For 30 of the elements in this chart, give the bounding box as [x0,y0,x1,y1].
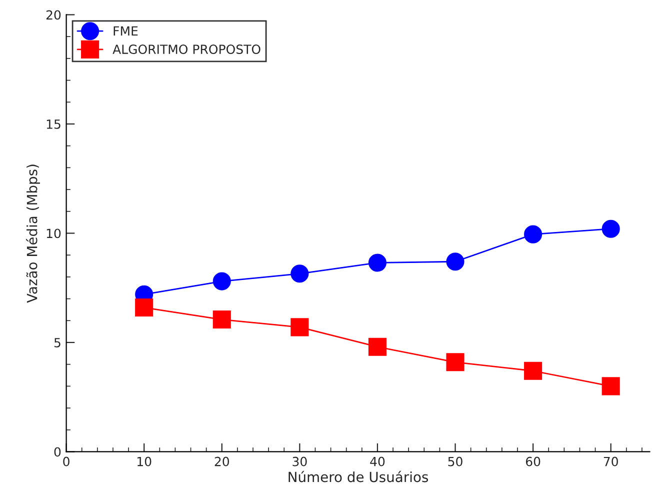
point [368,338,386,356]
point [290,264,309,283]
point [135,298,154,317]
x-tick-label: 50 [448,456,462,466]
point [212,310,231,329]
point [368,254,386,272]
point [524,362,542,380]
legend-label: ALGORITMO PROPOSTO [112,44,260,54]
point [602,220,620,238]
y-tick-label: 20 [46,10,61,20]
point [212,272,231,290]
point [602,377,620,396]
point [524,225,542,244]
y-tick-label: 5 [54,338,60,348]
x-tick-label: 70 [604,456,618,466]
x-tick-label: 60 [526,456,540,466]
x-tick-label: 40 [370,456,385,466]
y-axis-title: Vazão Média (Mbps) [26,164,40,303]
point [446,353,464,372]
x-tick-label: 20 [214,456,230,466]
x-tick-label: 30 [292,456,307,466]
x-tick-label: 10 [138,456,152,466]
y-tick-label: 10 [46,228,61,238]
y-tick-label: 15 [46,120,60,129]
point [290,318,309,336]
legend-label: FME [114,26,138,36]
x-axis-title: Número de Usuários [288,470,428,482]
point [446,252,464,271]
y-tick-label: 0 [54,447,61,457]
x-tick-label: 0 [63,456,70,466]
